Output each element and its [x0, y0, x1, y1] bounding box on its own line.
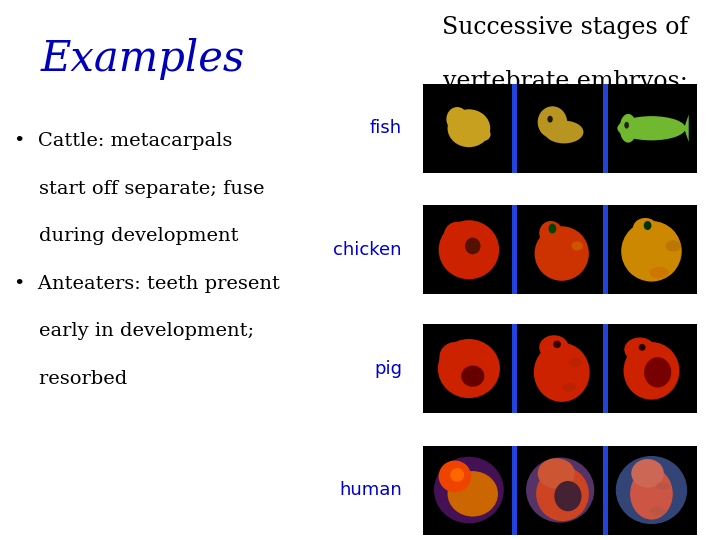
- Text: during development: during development: [14, 227, 239, 245]
- Ellipse shape: [639, 344, 646, 351]
- Ellipse shape: [624, 122, 629, 129]
- Text: start off separate; fuse: start off separate; fuse: [14, 180, 265, 198]
- Ellipse shape: [439, 342, 470, 373]
- Ellipse shape: [538, 458, 575, 489]
- Bar: [603, 324, 608, 413]
- Ellipse shape: [650, 507, 665, 516]
- Ellipse shape: [562, 383, 577, 392]
- Ellipse shape: [448, 471, 498, 517]
- Polygon shape: [684, 114, 689, 142]
- Ellipse shape: [450, 468, 464, 482]
- Text: chicken: chicken: [333, 241, 402, 259]
- Ellipse shape: [665, 240, 681, 252]
- Ellipse shape: [544, 120, 583, 144]
- Ellipse shape: [572, 241, 583, 251]
- Text: pig: pig: [374, 360, 402, 377]
- Ellipse shape: [539, 221, 562, 245]
- Ellipse shape: [448, 109, 490, 147]
- Ellipse shape: [444, 222, 471, 251]
- Ellipse shape: [446, 107, 468, 131]
- Ellipse shape: [633, 218, 657, 239]
- Ellipse shape: [553, 341, 561, 348]
- Bar: [512, 446, 517, 535]
- Ellipse shape: [569, 358, 582, 367]
- Text: •  Cattle: metacarpals: • Cattle: metacarpals: [14, 132, 233, 150]
- Ellipse shape: [621, 221, 682, 281]
- Ellipse shape: [534, 226, 589, 281]
- Text: human: human: [339, 481, 402, 499]
- Text: early in development;: early in development;: [14, 322, 254, 340]
- Ellipse shape: [616, 456, 687, 524]
- Bar: [512, 205, 517, 294]
- Bar: [423, 205, 697, 294]
- Ellipse shape: [539, 335, 569, 360]
- Ellipse shape: [624, 342, 680, 400]
- Ellipse shape: [526, 457, 594, 523]
- Text: •  Anteaters: teeth present: • Anteaters: teeth present: [14, 275, 280, 293]
- Text: vertebrate embryos:: vertebrate embryos:: [443, 70, 688, 93]
- Bar: [603, 84, 608, 173]
- Ellipse shape: [620, 114, 636, 143]
- Ellipse shape: [554, 481, 582, 511]
- Ellipse shape: [547, 116, 553, 123]
- Bar: [603, 446, 608, 535]
- Ellipse shape: [438, 220, 499, 279]
- Text: Examples: Examples: [40, 38, 244, 80]
- Bar: [512, 324, 517, 413]
- Ellipse shape: [465, 238, 480, 254]
- Text: Successive stages of: Successive stages of: [443, 16, 688, 39]
- Ellipse shape: [461, 366, 485, 387]
- Bar: [423, 324, 697, 413]
- Ellipse shape: [631, 459, 664, 488]
- Ellipse shape: [438, 461, 471, 492]
- Ellipse shape: [656, 482, 670, 490]
- Ellipse shape: [630, 468, 672, 519]
- Bar: [603, 205, 608, 294]
- Ellipse shape: [475, 127, 490, 141]
- Text: resorbed: resorbed: [14, 370, 127, 388]
- Bar: [423, 84, 697, 173]
- Ellipse shape: [644, 357, 671, 388]
- Ellipse shape: [624, 338, 655, 362]
- Ellipse shape: [438, 339, 500, 398]
- Ellipse shape: [434, 457, 504, 523]
- Ellipse shape: [538, 106, 567, 138]
- Ellipse shape: [617, 116, 685, 140]
- Text: fish: fish: [370, 119, 402, 137]
- Ellipse shape: [549, 224, 557, 233]
- Bar: [512, 84, 517, 173]
- Bar: [423, 446, 697, 535]
- Ellipse shape: [649, 267, 669, 278]
- Ellipse shape: [536, 467, 589, 521]
- Ellipse shape: [644, 221, 652, 230]
- Ellipse shape: [534, 343, 590, 402]
